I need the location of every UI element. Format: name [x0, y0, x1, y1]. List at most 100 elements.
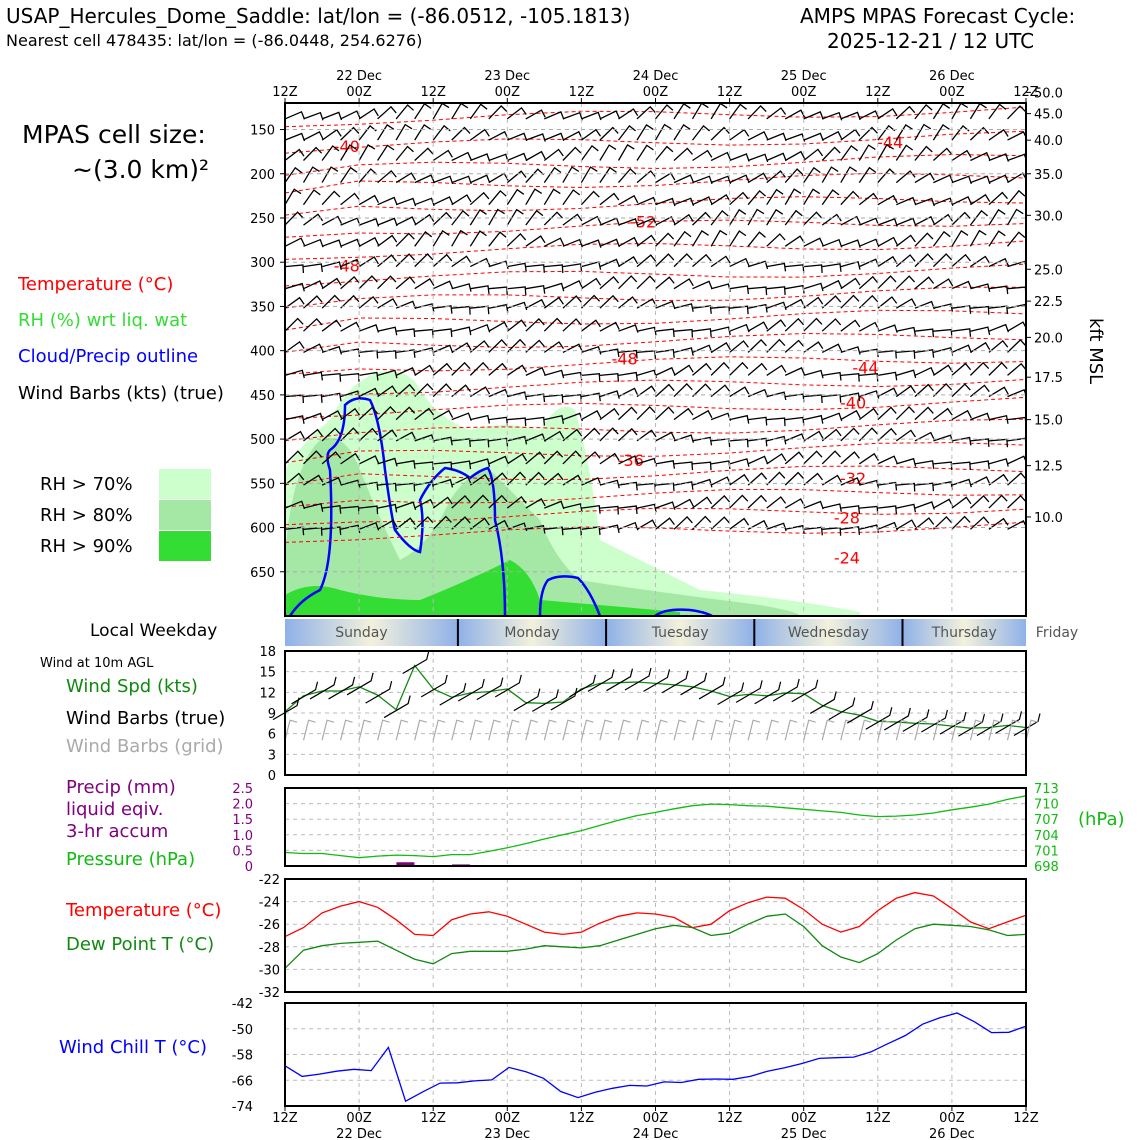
wind-barb: [988, 208, 1006, 226]
wind-barb: [395, 367, 417, 376]
wind-barb: [896, 326, 917, 336]
wind-barb: [655, 172, 676, 184]
wind-barb: [785, 284, 805, 294]
wind-barb: [488, 321, 509, 332]
windspd-tick-label: 18: [259, 645, 276, 660]
precip-tick-label: 0: [245, 860, 253, 875]
wind-barb: [821, 146, 841, 161]
wind-barb: [432, 103, 450, 120]
wind-barb: [654, 123, 672, 141]
wind-barb: [469, 230, 487, 247]
wind-barb: [951, 124, 970, 141]
wind-barb: [488, 472, 508, 486]
wind-barb: [303, 412, 324, 422]
wind-barb: [340, 126, 360, 141]
wind-barb: [340, 407, 361, 421]
wind-barb: [895, 298, 917, 309]
wind-barb: [729, 285, 750, 294]
wind-barb: [488, 416, 509, 426]
wind-barb: [285, 188, 302, 206]
wind-barb: [803, 166, 821, 183]
wind-barb: [988, 339, 1009, 353]
wind-barb: [988, 323, 1010, 333]
wind-barb: [507, 132, 528, 142]
wind-barb: [729, 340, 749, 353]
bottom-hour-label: 12Z: [420, 1111, 446, 1126]
wind-barb: [729, 153, 750, 162]
surface-wind-barb-grid: [766, 719, 779, 741]
wind-barb: [321, 239, 343, 248]
temp-tick-label: -22: [259, 873, 280, 888]
wind-barb: [803, 264, 823, 273]
wind-barb: [970, 326, 991, 336]
wind-barb: [988, 174, 1009, 184]
surface-wind-barb-true: [921, 709, 948, 733]
wind-barb: [303, 474, 324, 486]
top-hour-label: 00Z: [495, 85, 521, 100]
surface-wind-barb-grid: [599, 719, 613, 741]
surface-wind-barb-true: [550, 687, 578, 711]
wind-barb: [451, 151, 472, 162]
isotherm-label: -52: [630, 212, 656, 231]
isotherm-line: [285, 130, 1026, 154]
wind-barb: [506, 188, 525, 206]
wind-barb: [766, 338, 786, 353]
wind-barb: [655, 383, 675, 398]
wind-barb: [451, 229, 468, 247]
wind-barb: [766, 496, 787, 509]
wind-barb: [451, 305, 471, 315]
surface-wind-barb-true: [569, 674, 596, 698]
surface-wind-barb-true: [494, 674, 522, 698]
wind-barb: [636, 275, 656, 290]
wind-barb: [488, 260, 509, 270]
cell-size-label-2: ~(3.0 km)²: [72, 155, 210, 184]
wind-barb: [618, 427, 638, 442]
wind-barb: [304, 89, 323, 98]
top-hour-label: 00Z: [939, 85, 965, 100]
wind-barb: [562, 526, 582, 536]
wind-barb: [654, 104, 674, 120]
pressure-right-tick-label: 704: [1034, 829, 1059, 844]
wind-barb: [970, 412, 991, 422]
wind-barb: [673, 103, 691, 120]
wind-barb: [322, 91, 341, 98]
wind-barb: [285, 148, 305, 162]
top-hour-label: 12Z: [569, 85, 595, 100]
bottom-hour-label: 00Z: [939, 1111, 965, 1126]
wind-barb: [914, 501, 935, 510]
wind-barb: [525, 366, 546, 376]
wind-barb: [414, 174, 435, 184]
wind-barb: [303, 394, 323, 403]
wind-barb: [469, 517, 490, 530]
wind-barb: [821, 450, 841, 465]
wind-barb: [914, 328, 935, 338]
surface-wind-barb-true: [846, 700, 874, 724]
wind-barb: [488, 286, 508, 296]
wind-barb: [747, 131, 769, 141]
wind-barb: [840, 111, 861, 121]
wind-barb: [451, 194, 472, 206]
wind-barb: [581, 277, 602, 290]
wind-barb: [451, 361, 471, 376]
wind-barb: [673, 174, 695, 184]
wind-barb: [691, 124, 711, 141]
wind-barb: [895, 429, 916, 442]
wind-barb: [321, 166, 339, 183]
wind-barb: [969, 229, 987, 247]
wind-barb: [562, 238, 583, 248]
surface-wind-barb-true: [309, 676, 337, 700]
windchill-tick-label: -50: [232, 1023, 253, 1038]
wind-barb: [488, 208, 505, 226]
wind-barb: [710, 326, 731, 336]
wind-barb: [488, 338, 508, 353]
wind-barb: [395, 406, 416, 421]
wind-barb: [821, 318, 842, 332]
wind-barb: [525, 150, 546, 162]
wind-barb: [710, 103, 728, 120]
wind-barb: [470, 305, 490, 315]
wind-barb: [896, 457, 917, 467]
wind-barb: [469, 386, 491, 398]
legend-rh90: RH > 90%: [40, 536, 133, 557]
wind-barb: [877, 236, 898, 247]
wind-barb: [766, 453, 787, 465]
